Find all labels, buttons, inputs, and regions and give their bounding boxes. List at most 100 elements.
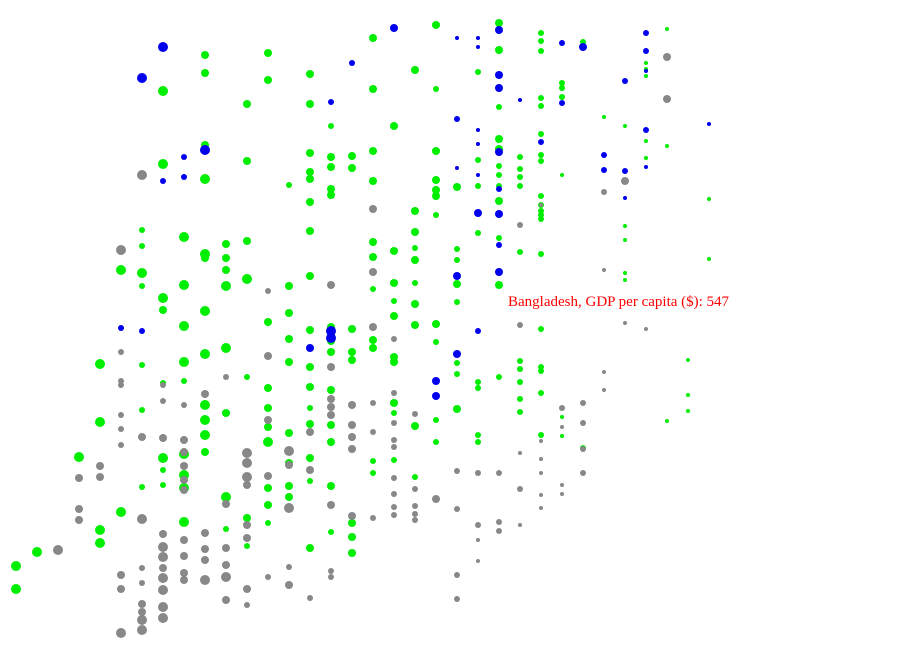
data-point[interactable] [454,360,460,366]
data-point[interactable] [644,327,648,331]
data-point[interactable] [306,100,314,108]
data-point[interactable] [264,404,272,412]
data-point[interactable] [117,571,125,579]
data-point[interactable] [137,73,147,83]
data-point[interactable] [179,232,189,242]
data-point[interactable] [348,348,356,356]
data-point[interactable] [348,356,356,364]
data-point[interactable] [159,530,167,538]
data-point[interactable] [391,504,397,510]
data-point[interactable] [160,382,166,388]
data-point[interactable] [328,529,334,535]
data-point[interactable] [306,383,314,391]
data-point[interactable] [539,493,543,497]
data-point[interactable] [433,417,439,423]
data-point[interactable] [327,348,335,356]
data-point[interactable] [328,99,334,105]
data-point[interactable] [686,358,690,362]
data-point[interactable] [475,522,481,528]
data-point[interactable] [518,451,522,455]
data-point[interactable] [495,71,503,79]
data-point[interactable] [518,98,522,102]
data-point[interactable] [264,501,272,509]
data-point[interactable] [139,407,145,413]
data-point[interactable] [327,386,335,394]
data-point[interactable] [306,428,314,436]
data-point[interactable] [475,183,481,189]
data-point[interactable] [139,580,145,586]
data-point[interactable] [243,237,251,245]
data-point[interactable] [559,100,565,106]
data-point[interactable] [242,448,252,458]
data-point[interactable] [539,457,543,461]
data-point[interactable] [95,538,105,548]
data-point[interactable] [221,492,231,502]
data-point[interactable] [327,411,335,419]
data-point[interactable] [327,395,335,403]
data-point[interactable] [369,344,377,352]
data-point[interactable] [476,173,480,177]
data-point[interactable] [412,511,418,517]
data-point[interactable] [179,321,189,331]
data-point[interactable] [221,343,231,353]
data-point[interactable] [665,27,669,31]
data-point[interactable] [643,127,649,133]
data-point[interactable] [96,473,104,481]
data-point[interactable] [118,349,124,355]
data-point[interactable] [517,322,523,328]
data-point[interactable] [411,300,419,308]
data-point[interactable] [538,139,544,145]
data-point[interactable] [285,358,293,366]
data-point[interactable] [327,185,335,193]
data-point[interactable] [264,318,272,326]
data-point[interactable] [327,501,335,509]
data-point[interactable] [559,85,565,91]
data-point[interactable] [370,400,376,406]
data-point[interactable] [159,306,167,314]
data-point[interactable] [158,552,168,562]
data-point[interactable] [160,178,166,184]
data-point[interactable] [412,411,418,417]
data-point[interactable] [306,454,314,462]
data-point[interactable] [559,80,565,86]
data-point[interactable] [95,525,105,535]
data-point[interactable] [265,520,271,526]
data-point[interactable] [560,425,564,429]
data-point[interactable] [559,405,565,411]
data-point[interactable] [453,350,461,358]
data-point[interactable] [244,602,250,608]
data-point[interactable] [75,516,83,524]
data-point[interactable] [370,429,376,435]
data-point[interactable] [159,564,167,572]
data-point[interactable] [390,24,398,32]
data-point[interactable] [180,448,188,456]
data-point[interactable] [328,574,334,580]
data-point[interactable] [538,38,544,44]
data-point[interactable] [496,235,502,241]
data-point[interactable] [139,362,145,368]
data-point[interactable] [623,321,627,325]
data-point[interactable] [454,299,460,305]
data-point[interactable] [496,470,502,476]
data-point[interactable] [139,328,145,334]
data-point[interactable] [285,461,293,469]
data-point[interactable] [476,559,480,563]
data-point[interactable] [663,53,671,61]
data-point[interactable] [621,177,629,185]
data-point[interactable] [454,246,460,252]
data-point[interactable] [644,165,648,169]
data-point[interactable] [369,34,377,42]
data-point[interactable] [411,422,419,430]
data-point[interactable] [348,519,356,527]
data-point[interactable] [138,433,146,441]
data-point[interactable] [158,86,168,96]
data-point[interactable] [580,400,586,406]
data-point[interactable] [707,197,711,201]
data-point[interactable] [222,596,230,604]
data-point[interactable] [116,628,126,638]
data-point[interactable] [517,486,523,492]
data-point[interactable] [391,298,397,304]
data-point[interactable] [200,306,210,316]
data-point[interactable] [369,253,377,261]
data-point[interactable] [369,238,377,246]
